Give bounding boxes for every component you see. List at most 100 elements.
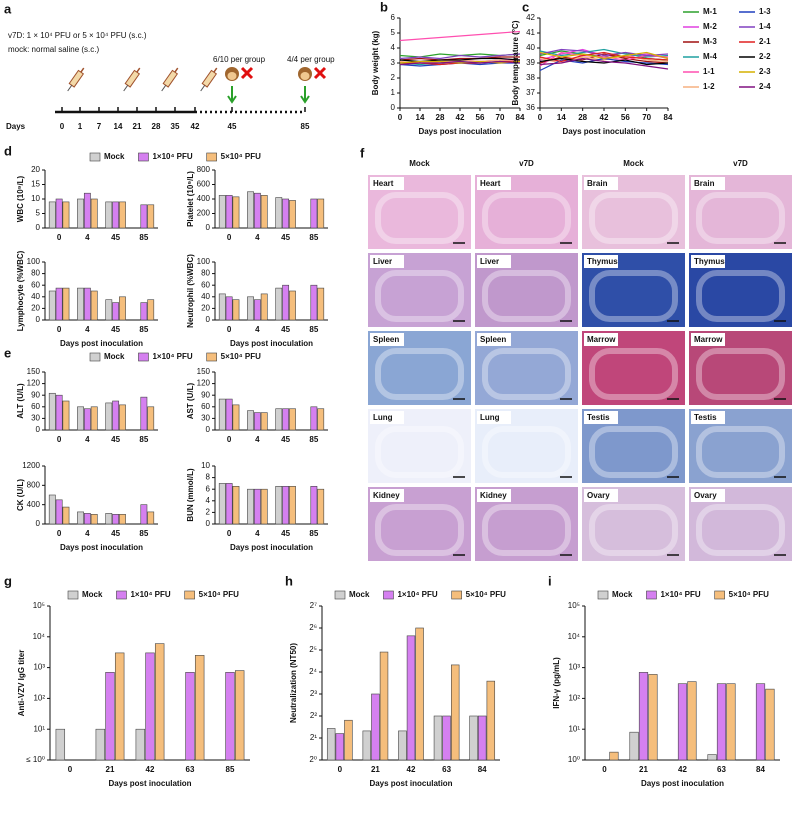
y-tick-label: 4 [206,496,211,505]
bar [95,728,106,761]
x-tick-label: 42 [678,765,687,774]
x-tick-label: 21 [639,765,648,774]
y-tick-label: 0 [206,315,211,324]
legend-label: 5×10⁴ PFU [199,590,239,599]
bar [326,728,336,761]
legend-swatch [89,352,101,362]
bar [48,201,56,229]
bar [112,302,120,321]
bar [119,296,126,321]
bar [55,198,63,229]
y-tick-label: 120 [27,379,41,388]
bar [77,406,84,431]
tissue-texture [696,426,785,478]
monkey-face [227,72,237,80]
column-header: Mock [623,159,644,168]
bar [335,733,345,761]
legend-label: Mock [82,590,103,599]
legend-swatch [67,590,79,600]
legend-label: 1-4 [759,22,771,31]
y-tick-label: 37 [526,88,535,97]
y-tick-label: 0 [36,223,41,232]
syringe-body [162,69,179,88]
y-tick-label: 60 [31,280,40,289]
y-tick-label: 60 [201,280,210,289]
y-tick-label: 1 [391,88,396,97]
y-tick-label: ≤ 10⁰ [26,755,45,764]
bar [140,396,148,431]
y-tick-label: 0 [206,223,211,232]
bar [105,402,113,431]
tile-label: Lung [373,413,393,422]
x-axis-label: Days post inoculation [230,339,313,348]
day-label: 35 [171,122,180,131]
bar [247,191,254,229]
day-label: 45 [228,122,237,131]
tissue-texture [375,504,464,556]
y-tick-label: 120 [197,379,211,388]
syringe-plunger [80,67,85,73]
bar [282,284,290,321]
bar [469,715,478,761]
tile-label: Marrow [587,335,616,344]
y-axis-label: Platelet (10⁹/L) [186,171,195,227]
x-tick-label: 85 [309,529,318,538]
tissue-texture [375,192,464,244]
bar [275,287,283,321]
x-tick-label: 42 [600,113,609,122]
tile-label-box [691,177,725,190]
bar [218,293,226,321]
syringe-body [124,69,141,88]
tissue-texture [482,426,571,478]
bar [716,683,727,761]
x-tick-label: 0 [398,113,403,122]
bar [77,287,84,321]
y-tick-label: 0 [36,519,41,528]
y-tick-label: 1200 [22,461,40,470]
y-tick-label: 5 [391,28,396,37]
x-tick-label: 85 [139,435,148,444]
bar [609,751,619,761]
bar [225,483,233,525]
x-tick-label: 4 [255,233,260,242]
bar [147,406,155,431]
bar [105,672,115,761]
y-tick-label: 40 [31,292,40,301]
panel-label: h [285,573,293,588]
y-tick-label: 3 [391,58,396,67]
x-tick-label: 63 [186,765,195,774]
y-tick-label: 4 [391,43,396,52]
x-tick-label: 85 [309,233,318,242]
y-tick-label: 2⁶ [309,623,317,632]
bar [105,513,113,525]
x-tick-label: 84 [516,113,525,122]
bar [90,406,98,431]
bar [62,400,70,431]
legend-label: 1-1 [703,67,715,76]
bar [135,728,146,761]
column-header: v7D [519,159,534,168]
axis-label: Days [6,122,26,131]
day-label: 0 [60,122,65,131]
legend-label: Mock [612,590,633,599]
x-tick-label: 0 [227,233,232,242]
bar [289,290,296,321]
panel-label: e [4,345,11,360]
day-label: 1 [78,122,83,131]
y-tick-label: 20 [201,304,210,313]
y-tick-label: 10⁵ [568,601,580,610]
y-tick-label: 40 [201,292,210,301]
tile-label: Spleen [373,335,399,344]
bar [687,681,697,761]
tile-label-box [477,177,511,190]
y-tick-label: 600 [197,180,211,189]
day-label: 28 [152,122,161,131]
legend-swatch [334,590,346,600]
y-tick-label: 10³ [33,663,45,672]
tile-label: Ovary [587,491,610,500]
legend-swatch [206,152,217,162]
bar [234,670,245,761]
bar [289,200,296,229]
y-tick-label: 10⁴ [568,632,581,641]
legend-label: 1-2 [703,82,715,91]
